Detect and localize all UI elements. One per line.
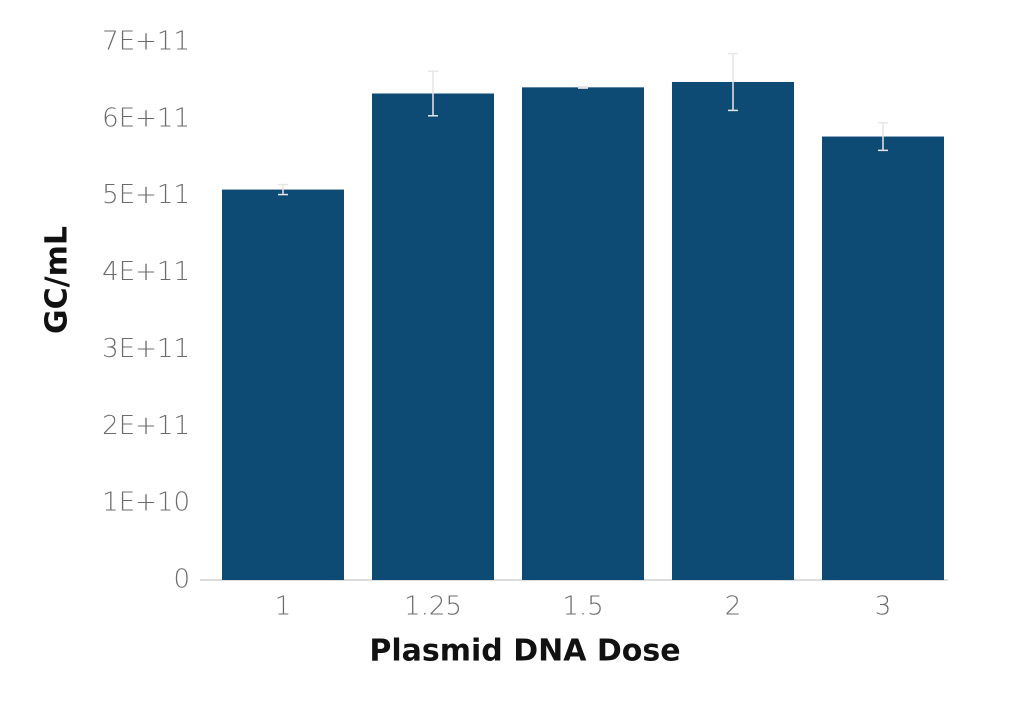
error-bar bbox=[278, 183, 288, 196]
error-bar bbox=[428, 70, 438, 117]
y-tick-label: 3E+11 bbox=[102, 334, 190, 364]
bar bbox=[672, 81, 794, 581]
x-tick-label: 1.25 bbox=[404, 592, 462, 622]
x-tick-label: 3 bbox=[875, 592, 892, 622]
bar bbox=[522, 87, 644, 581]
y-tick-label: 0 bbox=[173, 565, 190, 595]
error-bar bbox=[878, 121, 888, 152]
x-tick-label: 2 bbox=[725, 592, 742, 622]
y-tick-label: 6E+11 bbox=[102, 103, 190, 133]
error-bar bbox=[578, 85, 588, 89]
bar bbox=[822, 136, 944, 580]
x-axis-title: Plasmid DNA Dose bbox=[369, 634, 680, 669]
y-tick-label: 7E+11 bbox=[102, 27, 190, 57]
y-tick-label: 4E+11 bbox=[102, 257, 190, 287]
x-tick-label: 1 bbox=[275, 592, 292, 622]
y-tick-label: 1E+10 bbox=[102, 488, 190, 518]
x-tick-label: 1.5 bbox=[562, 592, 603, 622]
y-tick-label: 2E+11 bbox=[102, 411, 190, 441]
y-axis-title: GC/mL bbox=[40, 226, 75, 334]
bar bbox=[222, 189, 344, 580]
bar bbox=[372, 93, 494, 580]
y-tick-label: 5E+11 bbox=[102, 180, 190, 210]
error-bar bbox=[728, 52, 738, 112]
